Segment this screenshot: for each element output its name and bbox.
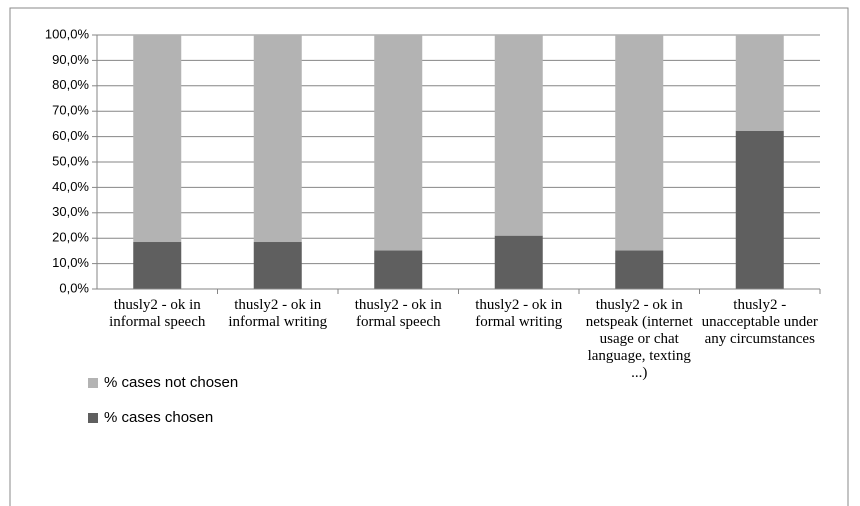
x-tick-label: thusly2 - ok in formal speech [354, 297, 442, 330]
legend-item: % cases not chosen [88, 374, 238, 391]
x-tick-label: thusly2 - ok in informal speech [109, 297, 206, 330]
bar-segment [374, 250, 423, 289]
y-tick-label: 70,0% [52, 103, 89, 118]
bar-segment [615, 250, 664, 289]
y-tick-label: 0,0% [59, 280, 89, 295]
x-tick-label: thusly2 - ok in formal writing [475, 297, 563, 330]
bar-segment [374, 35, 423, 251]
legend-label: % cases chosen [104, 409, 214, 426]
y-tick-label: 100,0% [45, 26, 90, 41]
y-tick-label: 60,0% [52, 128, 89, 143]
bar-segment [735, 130, 784, 289]
y-tick-label: 90,0% [52, 52, 89, 67]
bar-segment [253, 242, 302, 289]
y-tick-label: 40,0% [52, 179, 89, 194]
y-tick-label: 80,0% [52, 77, 89, 92]
bar-segment [133, 242, 182, 289]
y-tick-label: 20,0% [52, 230, 89, 245]
bar-segment [735, 35, 784, 131]
legend-swatch [88, 377, 98, 388]
legend-label: % cases not chosen [104, 374, 239, 391]
x-tick-label: thusly2 - ok in informal writing [228, 297, 328, 330]
x-tick-label: thusly2 - ok in netspeak (internet usage… [585, 297, 693, 381]
y-tick-label: 10,0% [52, 255, 89, 270]
chart-frame [9, 7, 849, 506]
y-tick-label: 50,0% [52, 153, 89, 168]
x-tick-label: thusly2 - unacceptable under any circums… [701, 297, 818, 347]
legend-item: % cases chosen [88, 409, 213, 426]
bar-segment [133, 35, 182, 243]
bar-segment [253, 35, 302, 243]
bar-segment [615, 35, 664, 251]
bar-segment [494, 35, 543, 236]
y-tick-label: 30,0% [52, 204, 89, 219]
legend-swatch [88, 412, 98, 423]
bar-segment [494, 235, 543, 289]
